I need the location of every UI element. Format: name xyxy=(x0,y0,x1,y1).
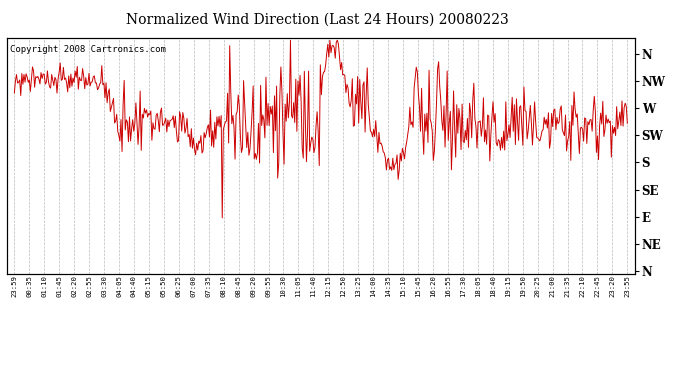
Text: Copyright 2008 Cartronics.com: Copyright 2008 Cartronics.com xyxy=(10,45,166,54)
Text: Normalized Wind Direction (Last 24 Hours) 20080223: Normalized Wind Direction (Last 24 Hours… xyxy=(126,13,509,27)
